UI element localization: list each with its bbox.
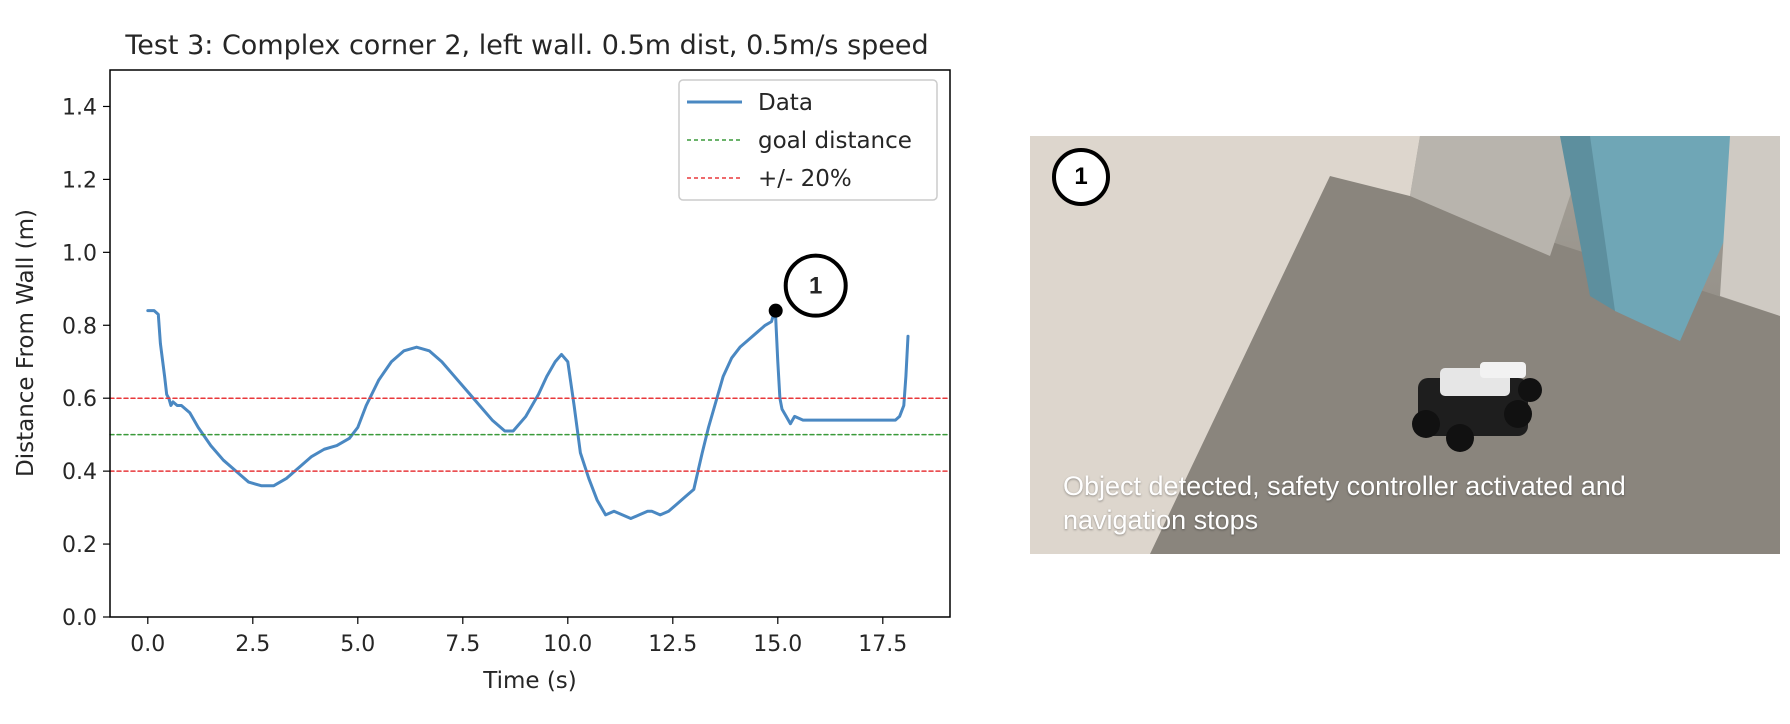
x-tick-label: 15.0 [753, 632, 802, 657]
right-wall [1720, 136, 1780, 316]
far-floor [1410, 136, 1590, 256]
y-tick-label: 0.8 [62, 314, 97, 339]
plot-title-group: Test 3: Complex corner 2, left wall. 0.5… [124, 30, 928, 61]
annotation-marker-label: 1 [809, 273, 822, 300]
left-wall [1030, 136, 1420, 554]
x-tick-label: 17.5 [858, 632, 907, 657]
photo-marker: 1 [1052, 148, 1110, 206]
plot-area-frame [109, 69, 951, 618]
y-tick-label: 0.2 [62, 533, 97, 558]
y-tick-label: 1.4 [62, 95, 97, 120]
annotation-point [768, 303, 783, 318]
line-chart: Test 3: Complex corner 2, left wall. 0.5… [13, 30, 951, 694]
legend-label-data: Data [758, 90, 813, 116]
legend-frame [678, 79, 938, 201]
x-tick-label: 0.0 [130, 632, 165, 657]
legend-label-bounds: +/- 20% [758, 166, 852, 192]
robot-photo: 1 Object detected, safety controller act… [1030, 136, 1780, 554]
pillar [1560, 136, 1770, 341]
robot-car [1412, 362, 1542, 452]
y-axis-label: Distance From Wall (m) [13, 209, 39, 477]
legend-label-goal: goal distance [758, 128, 912, 154]
y-tick-label: 1.2 [62, 168, 97, 193]
annotation-marker [783, 253, 848, 318]
x-tick-label: 10.0 [543, 632, 592, 657]
series-line-0 [146, 309, 910, 521]
pillar-side [1560, 136, 1615, 311]
photo-scene [1030, 136, 1780, 554]
x-tick-label: 2.5 [235, 632, 270, 657]
y-tick-label: 0.0 [62, 606, 97, 631]
annotation-layer: 1 [768, 253, 848, 318]
x-tick-label: 7.5 [445, 632, 480, 657]
x-axis-label: Time (s) [482, 668, 577, 694]
chart-title: Test 3: Complex corner 2, left wall. 0.5… [124, 30, 928, 61]
x-tick-label: 12.5 [648, 632, 697, 657]
lines-layer [109, 309, 951, 521]
y-tick-label: 1.0 [62, 241, 97, 266]
y-tick-label: 0.4 [62, 460, 97, 485]
ticks-layer: 0.0 2.5 5.0 7.5 10.0 12.5 15.0 17.5 0.0 0.2 0.4 0.6… [62, 95, 907, 657]
legend: Data goal distance +/- 20% [678, 79, 938, 201]
y-tick-label: 0.6 [62, 387, 97, 412]
x-tick-label: 5.0 [340, 632, 375, 657]
photo-caption: Object detected, safety controller activ… [1063, 471, 1626, 535]
